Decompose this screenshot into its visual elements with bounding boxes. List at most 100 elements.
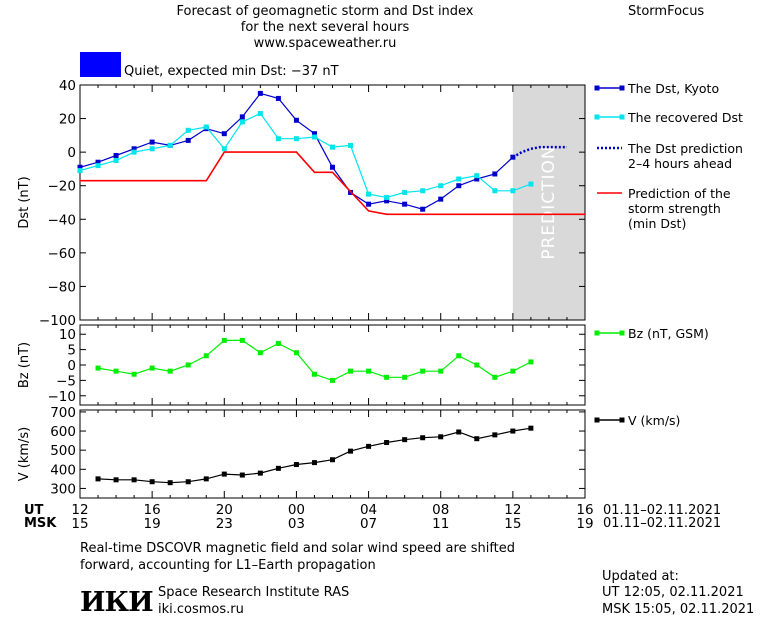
ut-tick-label: 16 [144, 502, 161, 518]
dst-ytick-label: −80 [48, 279, 77, 295]
dst-data-point [149, 146, 155, 152]
bz-data-point [167, 368, 173, 374]
dst-data-point [510, 188, 516, 194]
msk-date-range: 01.11–02.11.2021 [603, 516, 722, 531]
ut-tick-label: 20 [216, 502, 233, 518]
ut-tick-label: 08 [432, 502, 449, 518]
dst-data-point [402, 201, 408, 207]
ut-tick-label: 12 [504, 502, 521, 518]
bz-data-point [528, 359, 534, 365]
v-data-point [275, 465, 281, 471]
dst-legend-marker [594, 85, 600, 91]
v-data-point [528, 425, 534, 431]
dst-data-point [402, 189, 408, 195]
bz-data-point [149, 365, 155, 371]
dst-data-point [167, 142, 173, 148]
msk-tick-label: 15 [71, 516, 88, 532]
dst-legend-marker [594, 114, 600, 120]
dst-data-point [293, 136, 299, 142]
v-data-point [185, 479, 191, 485]
dst-data-point [348, 142, 354, 148]
dst-data-point [77, 164, 83, 170]
v-data-point [438, 434, 444, 440]
dst-data-point [293, 117, 299, 123]
v-data-point [95, 476, 101, 482]
dst-ytick-label: −40 [48, 212, 77, 228]
chart-title-line-1: Forecast of geomagnetic storm and Dst in… [176, 4, 474, 19]
v-data-point [203, 476, 209, 482]
dst-series-line-1 [79, 112, 532, 199]
dst-data-point [221, 131, 227, 137]
dst-data-point [492, 188, 498, 194]
ut-date-range: 01.11–02.11.2021 [603, 503, 722, 518]
dst-data-point [528, 181, 534, 187]
msk-tick-label: 19 [576, 516, 593, 532]
v-legend-label-0: V (km/s) [628, 413, 680, 428]
v-ytick-label: 600 [50, 424, 76, 440]
bz-data-point [330, 377, 335, 383]
dst-data-point [420, 188, 426, 194]
v-data-point [492, 432, 498, 438]
bz-data-point [95, 365, 101, 371]
dst-legend-label-3: Prediction of the [628, 186, 731, 201]
v-data-point [113, 477, 119, 483]
v-data-point [384, 440, 390, 446]
dst-data-point [474, 173, 480, 179]
bz-data-point [311, 371, 317, 377]
v-data-point [456, 429, 462, 435]
dst-data-point [185, 127, 191, 133]
institute-name: Space Research Institute RAS [158, 585, 350, 600]
v-data-point [167, 480, 173, 486]
dst-data-point [95, 163, 101, 169]
bz-panel-frame [79, 324, 586, 406]
bz-data-point [384, 374, 390, 380]
dst-legend-label-1: The recovered Dst [627, 110, 743, 125]
status-color-swatch [80, 52, 121, 77]
dst-data-point [239, 114, 245, 120]
dst-data-point [203, 124, 209, 130]
bz-data-point [348, 368, 354, 374]
dst-data-point [366, 191, 372, 197]
v-data-point [293, 462, 299, 468]
v-ytick-label: 700 [50, 405, 76, 421]
dst-series-line-2 [512, 145, 567, 159]
footnote-line-1: Real-time DSCOVR magnetic field and sola… [80, 541, 516, 556]
institute-site[interactable]: iki.cosmos.ru [158, 602, 244, 617]
dst-data-point [384, 198, 390, 204]
bz-data-point [366, 368, 372, 374]
dst-ytick-label: −60 [48, 246, 77, 262]
chart-title-url: www.spaceweather.ru [253, 36, 397, 51]
bz-data-point [239, 337, 245, 343]
dst-data-point [492, 171, 498, 177]
dst-data-point [311, 134, 317, 140]
v-ytick-label: 300 [50, 481, 76, 497]
bz-data-point [275, 340, 281, 346]
v-legend-marker [619, 417, 625, 423]
bz-ytick-label: −5 [56, 373, 76, 389]
prediction-band-label: PREDICTION [539, 145, 559, 259]
dst-ytick-label: 0 [67, 145, 76, 161]
bz-data-point [131, 371, 137, 377]
updated-label: Updated at: [602, 569, 679, 584]
bz-data-point [438, 368, 444, 374]
dst-data-point [113, 158, 119, 164]
v-data-point [366, 443, 372, 449]
dst-data-point [257, 111, 263, 117]
v-panel-frame [79, 409, 586, 499]
dst-data-point [456, 176, 462, 182]
v-data-point [330, 457, 335, 463]
dst-data-point [185, 137, 191, 143]
msk-tick-label: 23 [216, 516, 233, 532]
dst-data-point [131, 149, 137, 155]
bz-data-point [113, 368, 119, 374]
bz-ytick-label: 10 [59, 327, 76, 343]
bz-data-point [402, 374, 408, 380]
v-data-point [239, 472, 245, 478]
v-data-point [348, 448, 354, 454]
ut-axis-label: UT [24, 503, 44, 518]
brand-stormfocus: StormFocus [628, 4, 705, 19]
dst-data-point [149, 139, 155, 145]
msk-tick-label: 15 [504, 516, 521, 532]
dst-panel-frame [79, 84, 586, 321]
bz-legend-label-0: Bz (nT, GSM) [628, 326, 709, 341]
